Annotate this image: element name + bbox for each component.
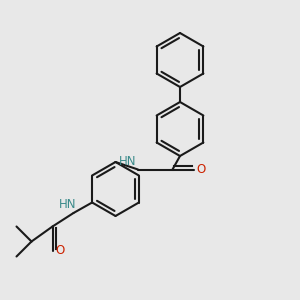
Text: O: O bbox=[55, 244, 64, 257]
Text: HN: HN bbox=[59, 199, 76, 212]
Text: HN: HN bbox=[119, 155, 136, 168]
Text: O: O bbox=[196, 163, 205, 176]
